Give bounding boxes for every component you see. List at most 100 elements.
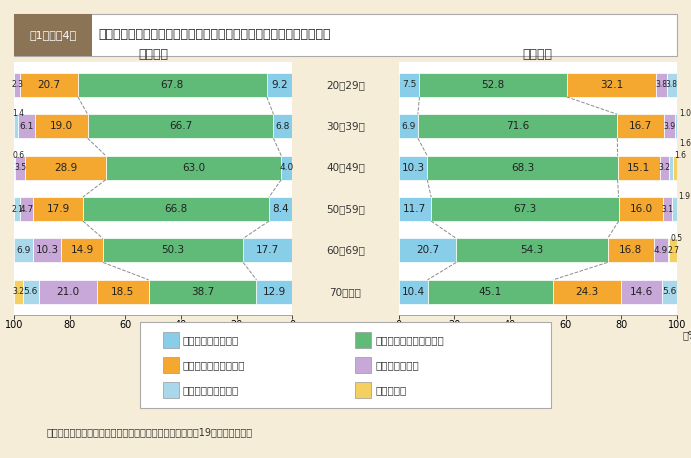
Bar (664, 114, 674, 138)
Text: 10.3: 10.3 (401, 163, 424, 173)
Text: 15.1: 15.1 (627, 163, 650, 173)
Bar (14, 156, 15, 180)
Bar (553, 280, 621, 304)
Text: 6.9: 6.9 (401, 122, 415, 131)
Text: 1.0: 1.0 (679, 109, 691, 118)
Bar (660, 156, 669, 180)
Bar (355, 333, 371, 348)
Bar (256, 280, 292, 304)
Bar (26, 156, 106, 180)
Text: 地域が元気になるための活動に参加したいと思うか（性別・年代別）: 地域が元気になるための活動に参加したいと思うか（性別・年代別） (99, 28, 331, 41)
Bar (103, 239, 243, 262)
Text: 52.8: 52.8 (482, 80, 504, 90)
Bar (607, 239, 654, 262)
Text: 17.9: 17.9 (46, 204, 70, 214)
Title: 〈女性〉: 〈女性〉 (138, 48, 168, 61)
Bar (20, 197, 33, 221)
Text: 40～49歳: 40～49歳 (326, 163, 365, 173)
FancyBboxPatch shape (14, 14, 677, 56)
Bar (20, 73, 78, 97)
Text: 67.8: 67.8 (161, 80, 184, 90)
Text: 16.0: 16.0 (630, 204, 652, 214)
Text: （備考）内閣府「地方再生に関する特別世論調査」（平成19年）より作成。: （備考）内閣府「地方再生に関する特別世論調査」（平成19年）より作成。 (47, 428, 253, 437)
Bar (14, 280, 23, 304)
Bar (431, 197, 618, 221)
Text: 16.7: 16.7 (629, 121, 652, 131)
Bar (399, 197, 431, 221)
Bar (399, 73, 419, 97)
Text: 50～59歳: 50～59歳 (326, 204, 365, 214)
Text: 18.5: 18.5 (111, 287, 135, 297)
Text: （%）: （%） (683, 330, 691, 340)
Bar (78, 73, 267, 97)
Text: 4.7: 4.7 (19, 205, 34, 213)
FancyBboxPatch shape (140, 322, 551, 409)
Bar (269, 197, 292, 221)
Bar (355, 357, 371, 373)
Text: どちらともいえない: どちらともいえない (183, 385, 239, 395)
Text: 10.4: 10.4 (401, 287, 424, 297)
Text: 8.4: 8.4 (272, 204, 289, 214)
Text: 12.9: 12.9 (263, 287, 286, 297)
Bar (667, 73, 677, 97)
Bar (654, 239, 668, 262)
Bar (149, 280, 256, 304)
Bar (669, 156, 673, 180)
Text: 20～29歳: 20～29歳 (326, 80, 365, 90)
Text: 70歳以上: 70歳以上 (330, 287, 361, 297)
Text: 3.5: 3.5 (15, 163, 26, 172)
Text: 2.7: 2.7 (667, 246, 679, 255)
Bar (673, 156, 677, 180)
Text: 19.0: 19.0 (50, 121, 73, 131)
Text: （%）: （%） (272, 330, 292, 340)
Text: 32.1: 32.1 (600, 80, 623, 90)
Text: 5.6: 5.6 (23, 287, 38, 296)
Text: 17.7: 17.7 (256, 245, 279, 256)
Bar (83, 197, 269, 221)
Bar (663, 197, 672, 221)
Text: 63.0: 63.0 (182, 163, 205, 173)
Text: 1.6: 1.6 (674, 151, 686, 160)
Text: 第1－特－4図: 第1－特－4図 (29, 30, 77, 40)
Text: 0.5: 0.5 (671, 234, 683, 243)
Bar (88, 114, 274, 138)
Text: 1.6: 1.6 (679, 139, 691, 148)
Text: 28.9: 28.9 (54, 163, 77, 173)
Text: 54.3: 54.3 (520, 245, 544, 256)
Title: 〈男性〉: 〈男性〉 (523, 48, 553, 61)
Bar (621, 280, 661, 304)
Text: わからない: わからない (375, 385, 406, 395)
Bar (14, 197, 20, 221)
Text: 4.9: 4.9 (654, 246, 668, 255)
Bar (428, 280, 553, 304)
Bar (617, 114, 664, 138)
Text: 71.6: 71.6 (506, 121, 529, 131)
Text: 2.1: 2.1 (11, 205, 23, 213)
Bar (419, 73, 567, 97)
Text: 3.8: 3.8 (655, 81, 668, 89)
Bar (267, 73, 292, 97)
Bar (456, 239, 607, 262)
Bar (618, 156, 660, 180)
Text: 参加したくない: 参加したくない (375, 360, 419, 370)
Text: 66.7: 66.7 (169, 121, 192, 131)
Text: 50.3: 50.3 (162, 245, 184, 256)
Text: 3.2: 3.2 (12, 287, 25, 296)
Text: 66.8: 66.8 (164, 204, 187, 214)
Bar (399, 114, 418, 138)
Bar (14, 239, 32, 262)
Bar (672, 197, 677, 221)
Text: 4.0: 4.0 (280, 163, 294, 172)
Text: 20.7: 20.7 (37, 80, 61, 90)
Bar (243, 239, 292, 262)
Bar (14, 114, 18, 138)
Bar (399, 280, 428, 304)
Text: 14.6: 14.6 (630, 287, 653, 297)
Bar (281, 156, 292, 180)
Text: 機会があれば参加したい: 機会があれば参加したい (375, 335, 444, 345)
Bar (33, 197, 83, 221)
Text: 30～39歳: 30～39歳 (326, 121, 365, 131)
Text: 10.3: 10.3 (35, 245, 59, 256)
Text: 2.3: 2.3 (11, 81, 23, 89)
Bar (61, 239, 103, 262)
